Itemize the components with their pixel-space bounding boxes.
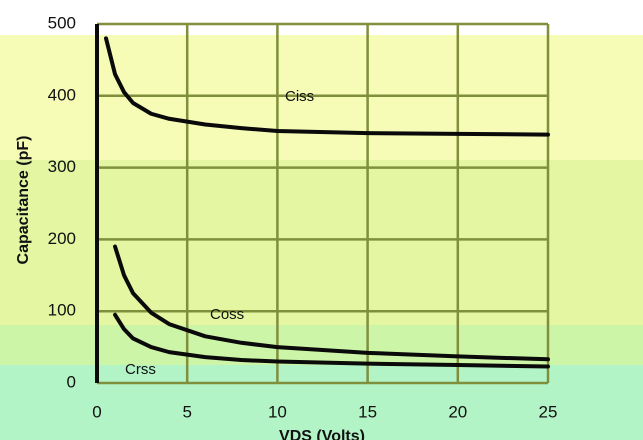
background bbox=[0, 0, 643, 35]
y-tick-label: 0 bbox=[67, 372, 76, 391]
series-line bbox=[113, 244, 550, 362]
x-tick-label: 0 bbox=[92, 402, 101, 421]
series-line bbox=[104, 36, 550, 137]
y-axis-title: Capacitance (pF) bbox=[15, 136, 32, 265]
y-tick-label: 100 bbox=[48, 301, 76, 320]
series-line bbox=[113, 312, 550, 369]
x-tick-label: 5 bbox=[182, 402, 191, 421]
series-label: Crss bbox=[125, 361, 156, 378]
x-tick-label: 10 bbox=[268, 402, 287, 421]
x-tick-label: 15 bbox=[358, 402, 377, 421]
y-tick-label: 300 bbox=[48, 157, 76, 176]
background bbox=[0, 160, 643, 325]
y-tick-label: 400 bbox=[48, 85, 76, 104]
x-tick-label: 25 bbox=[539, 402, 558, 421]
background bbox=[0, 365, 643, 440]
y-tick-label: 500 bbox=[48, 13, 76, 32]
grid bbox=[95, 22, 550, 385]
x-axis-title: VDS (Volts) bbox=[279, 428, 365, 440]
curves bbox=[104, 36, 550, 369]
series-label: Ciss bbox=[285, 88, 314, 105]
y-tick-label: 200 bbox=[48, 229, 76, 248]
x-tick-label: 20 bbox=[448, 402, 467, 421]
background bbox=[0, 35, 643, 160]
series-label: Coss bbox=[210, 306, 244, 323]
